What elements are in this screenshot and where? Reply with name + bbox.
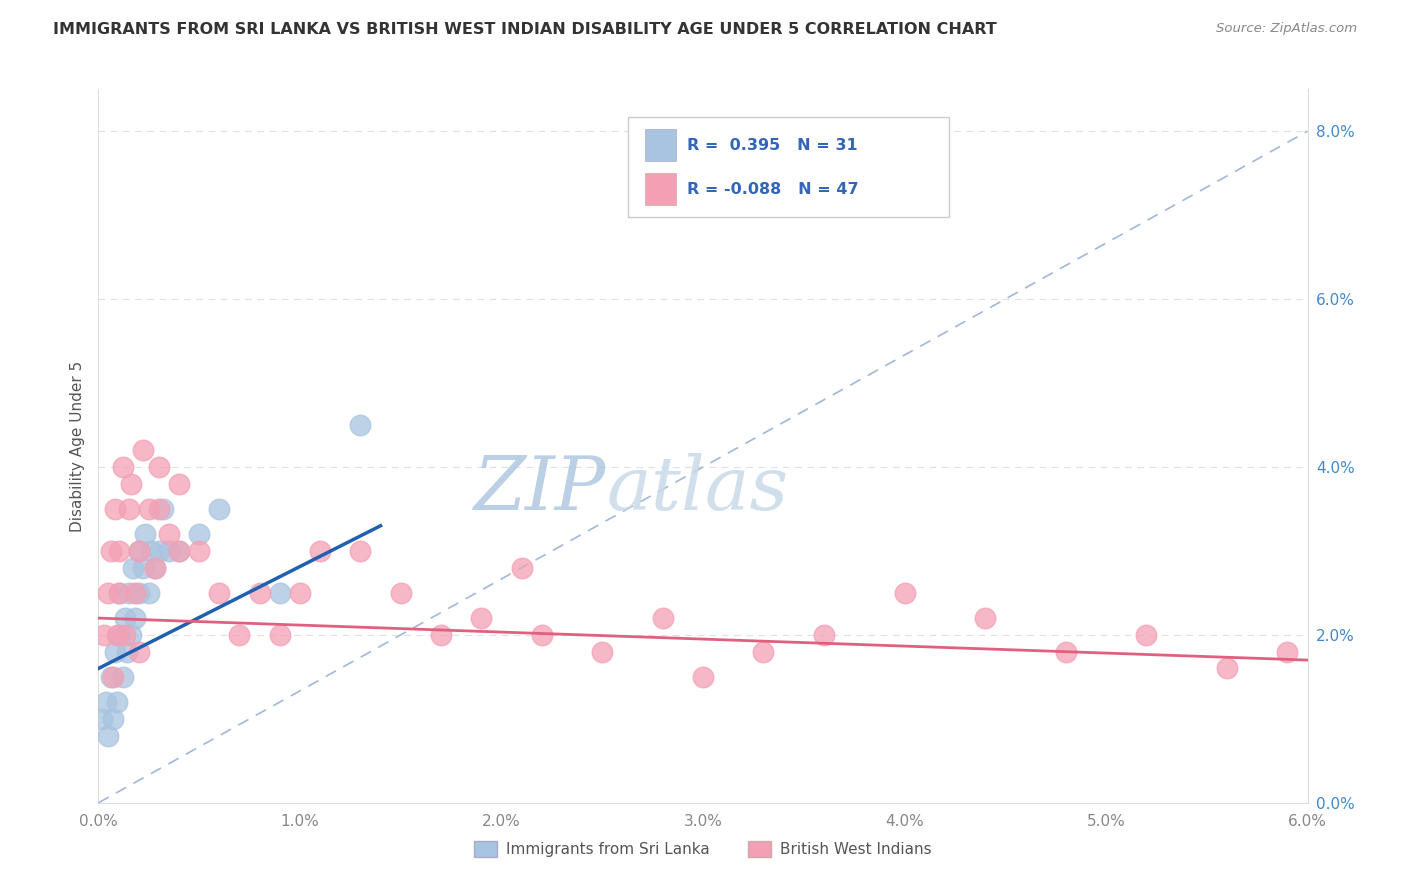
Text: R = -0.088   N = 47: R = -0.088 N = 47	[688, 182, 859, 196]
Point	[128, 544, 150, 558]
Point	[118, 586, 141, 600]
Point	[1135, 628, 1157, 642]
Point	[132, 443, 155, 458]
Point	[167, 476, 190, 491]
Point	[138, 502, 160, 516]
Point	[111, 670, 134, 684]
Point	[269, 586, 291, 600]
Point	[1216, 661, 1239, 675]
Point	[249, 586, 271, 600]
Point	[115, 645, 138, 659]
Point	[134, 527, 156, 541]
Point	[120, 476, 142, 491]
Point	[96, 695, 118, 709]
Point	[148, 544, 170, 558]
Point	[103, 502, 125, 516]
Text: atlas: atlas	[606, 452, 789, 525]
Text: IMMIGRANTS FROM SRI LANKA VS BRITISH WEST INDIAN DISABILITY AGE UNDER 5 CORRELAT: IMMIGRANTS FROM SRI LANKA VS BRITISH WES…	[53, 22, 997, 37]
Point	[143, 560, 166, 574]
Point	[470, 611, 492, 625]
Point	[107, 544, 129, 558]
Point	[167, 544, 190, 558]
Text: ZIP: ZIP	[474, 452, 606, 525]
Point	[124, 586, 146, 600]
Point	[138, 586, 160, 600]
Point	[105, 695, 128, 709]
Point	[152, 502, 174, 516]
Point	[124, 611, 146, 625]
Text: R =  0.395   N = 31: R = 0.395 N = 31	[688, 137, 858, 153]
Legend: Immigrants from Sri Lanka, British West Indians: Immigrants from Sri Lanka, British West …	[468, 835, 938, 863]
Point	[188, 544, 211, 558]
Point	[1054, 645, 1077, 659]
Point	[530, 628, 553, 642]
Point	[107, 628, 129, 642]
Point	[107, 586, 129, 600]
Point	[128, 645, 150, 659]
Point	[1277, 645, 1299, 659]
Point	[132, 560, 155, 574]
Point	[288, 586, 311, 600]
Point	[121, 560, 143, 574]
Point	[510, 560, 533, 574]
Point	[111, 460, 134, 475]
Point	[167, 544, 190, 558]
Point	[188, 527, 211, 541]
Point	[139, 544, 162, 558]
Point	[228, 628, 250, 642]
Point	[97, 729, 120, 743]
Point	[114, 611, 136, 625]
Point	[309, 544, 332, 558]
Point	[591, 645, 613, 659]
Point	[100, 670, 122, 684]
Point	[97, 586, 120, 600]
Point	[752, 645, 775, 659]
Point	[692, 670, 714, 684]
Point	[148, 460, 170, 475]
Y-axis label: Disability Age Under 5: Disability Age Under 5	[69, 360, 84, 532]
Point	[93, 628, 115, 642]
Point	[349, 544, 371, 558]
Point	[893, 586, 915, 600]
Point	[100, 544, 122, 558]
Point	[118, 502, 141, 516]
Point	[349, 417, 371, 432]
Point	[143, 560, 166, 574]
Point	[107, 586, 129, 600]
Point	[974, 611, 997, 625]
Point	[91, 712, 114, 726]
Point	[103, 645, 125, 659]
Point	[430, 628, 453, 642]
Point	[105, 628, 128, 642]
Point	[120, 628, 142, 642]
Point	[114, 628, 136, 642]
Point	[148, 502, 170, 516]
Point	[101, 670, 124, 684]
Point	[101, 712, 124, 726]
Point	[651, 611, 673, 625]
Text: Source: ZipAtlas.com: Source: ZipAtlas.com	[1216, 22, 1357, 36]
Point	[128, 586, 150, 600]
Point	[269, 628, 291, 642]
Point	[128, 544, 150, 558]
Point	[208, 502, 231, 516]
Point	[813, 628, 835, 642]
Point	[389, 586, 412, 600]
Point	[157, 544, 180, 558]
Point	[208, 586, 231, 600]
Point	[157, 527, 180, 541]
